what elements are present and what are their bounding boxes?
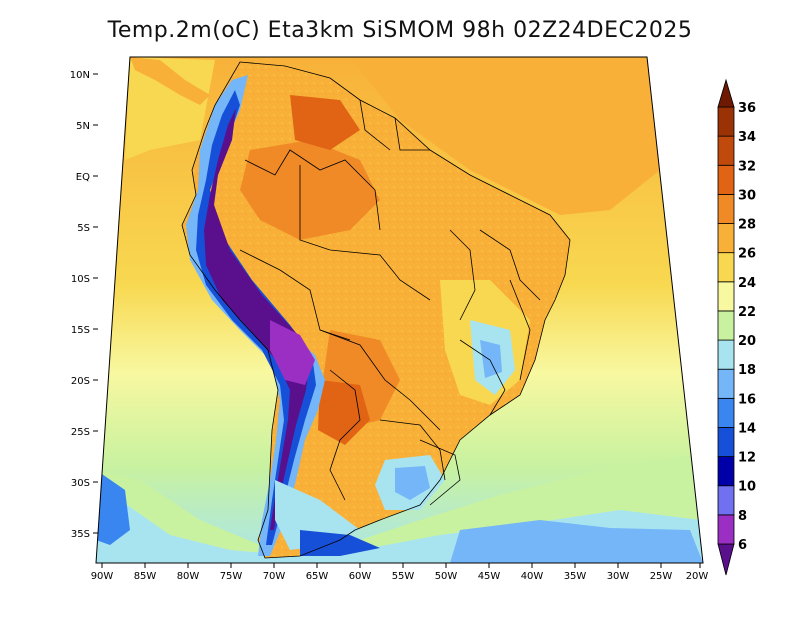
- lat-label-eq: EQ: [76, 172, 90, 183]
- lon-label-80w: 80W: [177, 571, 200, 582]
- lon-label-70w: 70W: [263, 571, 286, 582]
- colorbar-lower-triangle: [717, 543, 735, 576]
- lon-label-55w: 55W: [392, 571, 415, 582]
- colorbar-level-label: 8: [738, 509, 747, 524]
- colorbar-swatch: [717, 427, 735, 458]
- central-america-land: [130, 57, 210, 105]
- patagonia-cold-region: [300, 530, 380, 556]
- colorbar-level-label: 34: [738, 130, 756, 145]
- andes-highest-band: [204, 108, 310, 530]
- colorbar-level-label: 12: [738, 451, 756, 466]
- lon-label-60w: 60W: [349, 571, 372, 582]
- southwest-cold-patch: [96, 470, 130, 545]
- colorbar-level-label: 28: [738, 218, 756, 233]
- chaco-hot-region: [318, 380, 370, 445]
- political-boundaries: [181, 61, 571, 559]
- lon-label-75w: 75W: [220, 571, 243, 582]
- colorbar-swatch: [717, 456, 735, 487]
- lat-label-20s: 20S: [71, 376, 90, 387]
- lon-label-40w: 40W: [521, 571, 544, 582]
- amazon-hot-region: [240, 140, 380, 240]
- colorbar-level-label: 36: [738, 101, 756, 116]
- colorbar-swatch: [717, 485, 735, 516]
- colorbar-swatch: [717, 514, 735, 545]
- atlantic-warm-region: [350, 57, 660, 215]
- lon-label-30w: 30W: [607, 571, 630, 582]
- altiplano-cold-core: [270, 320, 315, 385]
- colorbar-level-label: 22: [738, 305, 756, 320]
- colorbar-level-label: 14: [738, 421, 756, 436]
- colorbar-level-label: 26: [738, 247, 756, 262]
- lat-label-25s: 25S: [71, 427, 90, 438]
- lat-label-30s: 30S: [71, 478, 90, 489]
- colorbar-swatch: [717, 193, 735, 224]
- lon-label-90w: 90W: [91, 571, 114, 582]
- colorbar-swatch: [717, 339, 735, 370]
- colorbar-swatch: [717, 281, 735, 312]
- colorbar-swatch: [717, 135, 735, 166]
- lon-label-20w: 20W: [686, 571, 709, 582]
- highlands-cold-region: [480, 340, 502, 378]
- lat-label-10n: 10N: [70, 70, 90, 81]
- pacific-warm-region: [125, 57, 215, 160]
- colorbar-swatch: [717, 223, 735, 254]
- colorbar-swatch: [717, 164, 735, 195]
- colorbar: 6 8 10 12 14 16 18 20 22 24 26 28 30 32 34 36: [717, 78, 756, 576]
- southern-brazil-cold: [395, 466, 430, 500]
- colorbar-level-label: 30: [738, 188, 756, 203]
- lon-label-65w: 65W: [306, 571, 329, 582]
- latitude-axis: 10N 5N EQ 5S 10S 15S 20S 25S 30S 35S: [70, 70, 98, 540]
- northern-hot-region: [290, 95, 360, 150]
- colorbar-upper-triangle: [717, 78, 735, 108]
- colorbar-level-label: 32: [738, 159, 756, 174]
- map-title: Temp.2m(oC) Eta3km SiSMOM 98h 02Z24DEC20…: [107, 18, 693, 43]
- southeast-cold-patch: [450, 520, 703, 563]
- colorbar-swatch: [717, 106, 735, 137]
- colorbar-level-label: 24: [738, 276, 756, 291]
- map-domain: [96, 57, 703, 563]
- lon-label-85w: 85W: [134, 571, 157, 582]
- lat-label-10s: 10S: [71, 274, 90, 285]
- lat-label-15s: 15S: [71, 325, 90, 336]
- map-frame: [95, 56, 704, 564]
- colorbar-level-label: 18: [738, 363, 756, 378]
- colorbar-swatch: [717, 310, 735, 341]
- patagonia-cool-region: [275, 480, 360, 550]
- lat-label-5s: 5S: [77, 223, 90, 234]
- lat-label-5n: 5N: [76, 121, 90, 132]
- colorbar-swatch: [717, 252, 735, 283]
- lon-label-35w: 35W: [564, 571, 587, 582]
- lon-label-25w: 25W: [650, 571, 673, 582]
- colorbar-level-label: 10: [738, 480, 756, 495]
- colorbar-swatch: [717, 368, 735, 399]
- colorbar-level-label: 20: [738, 334, 756, 349]
- lat-label-35s: 35S: [71, 529, 90, 540]
- colorbar-level-label: 16: [738, 392, 756, 407]
- lon-label-45w: 45W: [478, 571, 501, 582]
- longitude-axis: 90W 85W 80W 75W 70W 65W 60W 55W 50W 45W …: [91, 563, 709, 582]
- colorbar-level-label: 6: [738, 538, 747, 553]
- colorbar-swatch: [717, 397, 735, 428]
- lon-label-50w: 50W: [435, 571, 458, 582]
